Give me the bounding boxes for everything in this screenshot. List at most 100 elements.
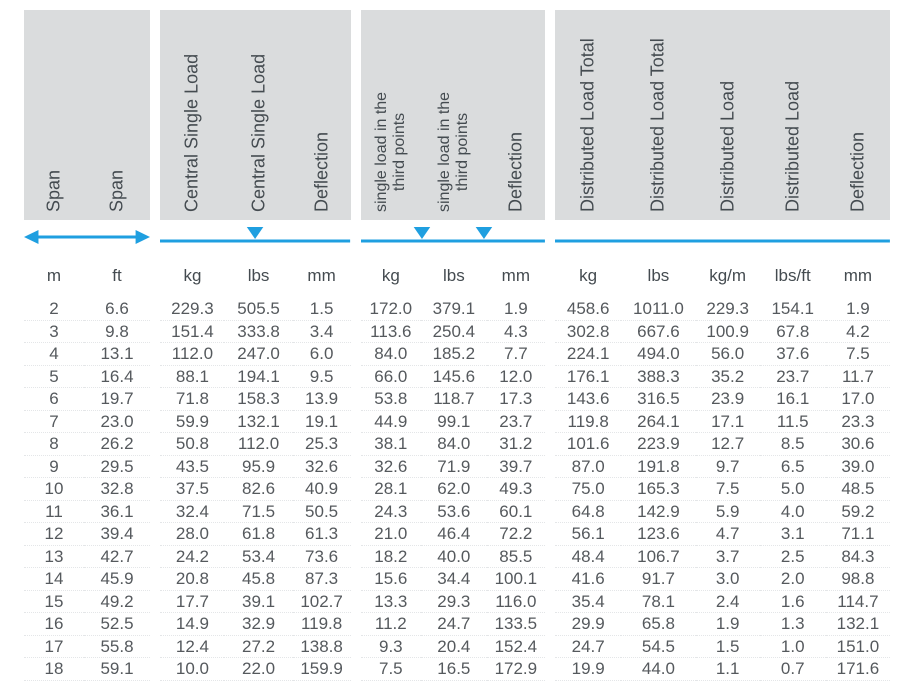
cell-csl_kg: 71.8 [160, 388, 224, 411]
table-body: 26.6229.3505.51.5172.0379.11.9458.61011.… [24, 298, 890, 681]
cell-csl_def: 40.9 [293, 478, 351, 501]
cell-dl_kgm: 9.7 [696, 456, 760, 479]
cell-tp_lbs: 71.9 [421, 456, 487, 479]
col-header-label: Distributed Load Total [648, 38, 669, 212]
cell-dl_lbft: 8.5 [760, 433, 826, 456]
cell-dl_def: 151.0 [826, 636, 890, 659]
cell-dt_lbs: 1011.0 [621, 298, 695, 321]
third-points-load-icon [361, 220, 545, 254]
cell-csl_lbs: 247.0 [224, 343, 292, 366]
cell-csl_def: 9.5 [293, 366, 351, 389]
cell-dl_kgm: 229.3 [696, 298, 760, 321]
cell-csl_lbs: 39.1 [224, 591, 292, 614]
cell-dt_lbs: 191.8 [621, 456, 695, 479]
unit-tp-def: mm [487, 254, 545, 298]
cell-csl_kg: 43.5 [160, 456, 224, 479]
cell-csl_kg: 20.8 [160, 568, 224, 591]
cell-csl_kg: 24.2 [160, 546, 224, 569]
cell-csl_kg: 59.9 [160, 411, 224, 434]
cell-csl_def: 1.5 [293, 298, 351, 321]
cell-csl_kg: 151.4 [160, 321, 224, 344]
cell-tp_kg: 15.6 [361, 568, 421, 591]
cell-dl_def: 4.2 [826, 321, 890, 344]
cell-dl_kgm: 100.9 [696, 321, 760, 344]
unit-span-ft: ft [84, 254, 150, 298]
cell-dl_def: 11.7 [826, 366, 890, 389]
cell-tp_def: 1.9 [487, 298, 545, 321]
cell-tp_lbs: 24.7 [421, 613, 487, 636]
cell-dl_lbft: 5.0 [760, 478, 826, 501]
unit-csl-kg: kg [160, 254, 224, 298]
cell-span_ft: 39.4 [84, 523, 150, 546]
table-header: Span Span Central Single Load Central Si… [24, 10, 890, 298]
cell-dt_kg: 29.9 [555, 613, 621, 636]
cell-tp_lbs: 34.4 [421, 568, 487, 591]
cell-tp_kg: 113.6 [361, 321, 421, 344]
cell-csl_kg: 12.4 [160, 636, 224, 659]
cell-dl_def: 171.6 [826, 658, 890, 681]
cell-dl_def: 17.0 [826, 388, 890, 411]
col-header-label: Distributed Load Total [578, 38, 599, 212]
cell-csl_kg: 28.0 [160, 523, 224, 546]
cell-csl_def: 102.7 [293, 591, 351, 614]
cell-span_ft: 55.8 [84, 636, 150, 659]
unit-dt-kg: kg [555, 254, 621, 298]
cell-dl_lbft: 154.1 [760, 298, 826, 321]
cell-tp_lbs: 29.3 [421, 591, 487, 614]
cell-tp_lbs: 145.6 [421, 366, 487, 389]
cell-dt_kg: 302.8 [555, 321, 621, 344]
cell-tp_def: 39.7 [487, 456, 545, 479]
cell-csl_def: 19.1 [293, 411, 351, 434]
cell-csl_lbs: 95.9 [224, 456, 292, 479]
cell-tp_def: 23.7 [487, 411, 545, 434]
cell-csl_lbs: 505.5 [224, 298, 292, 321]
cell-tp_def: 116.0 [487, 591, 545, 614]
col-header-label: single load in thethird points [373, 92, 409, 212]
table-row: 1032.837.582.640.928.162.049.375.0165.37… [24, 478, 890, 501]
col-header-label: Distributed Load [782, 81, 803, 212]
cell-dt_lbs: 65.8 [621, 613, 695, 636]
cell-dl_lbft: 23.7 [760, 366, 826, 389]
cell-csl_def: 119.8 [293, 613, 351, 636]
col-header-label: Deflection [311, 132, 332, 212]
cell-span_ft: 36.1 [84, 501, 150, 524]
col-header-label: Central Single Load [248, 54, 269, 212]
col-header-label: Deflection [847, 132, 868, 212]
cell-dt_kg: 224.1 [555, 343, 621, 366]
unit-tp-kg: kg [361, 254, 421, 298]
cell-csl_lbs: 32.9 [224, 613, 292, 636]
cell-span_m: 10 [24, 478, 84, 501]
col-header-dl-kgm: Distributed Load [696, 10, 760, 220]
cell-tp_kg: 32.6 [361, 456, 421, 479]
table-row: 619.771.8158.313.953.8118.717.3143.6316.… [24, 388, 890, 411]
cell-tp_lbs: 53.6 [421, 501, 487, 524]
cell-dl_kgm: 1.9 [696, 613, 760, 636]
cell-dl_def: 30.6 [826, 433, 890, 456]
cell-csl_def: 87.3 [293, 568, 351, 591]
cell-tp_kg: 24.3 [361, 501, 421, 524]
unit-dt-lbs: lbs [621, 254, 695, 298]
cell-csl_def: 13.9 [293, 388, 351, 411]
cell-span_ft: 49.2 [84, 591, 150, 614]
cell-csl_lbs: 158.3 [224, 388, 292, 411]
cell-csl_def: 25.3 [293, 433, 351, 456]
cell-span_ft: 19.7 [84, 388, 150, 411]
cell-dt_kg: 41.6 [555, 568, 621, 591]
cell-dt_lbs: 264.1 [621, 411, 695, 434]
table-row: 1136.132.471.550.524.353.660.164.8142.95… [24, 501, 890, 524]
cell-span_m: 4 [24, 343, 84, 366]
col-header-tp-lbs: single load in thethird points [421, 10, 487, 220]
col-header-tp-kg: single load in thethird points [361, 10, 421, 220]
cell-tp_def: 172.9 [487, 658, 545, 681]
table-row: 723.059.9132.119.144.999.123.7119.8264.1… [24, 411, 890, 434]
indicator-row [24, 220, 890, 254]
cell-tp_lbs: 16.5 [421, 658, 487, 681]
cell-csl_lbs: 71.5 [224, 501, 292, 524]
cell-span_ft: 26.2 [84, 433, 150, 456]
cell-span_m: 18 [24, 658, 84, 681]
cell-span_ft: 23.0 [84, 411, 150, 434]
cell-dl_lbft: 67.8 [760, 321, 826, 344]
cell-span_m: 9 [24, 456, 84, 479]
table-row: 1549.217.739.1102.713.329.3116.035.478.1… [24, 591, 890, 614]
cell-csl_lbs: 132.1 [224, 411, 292, 434]
